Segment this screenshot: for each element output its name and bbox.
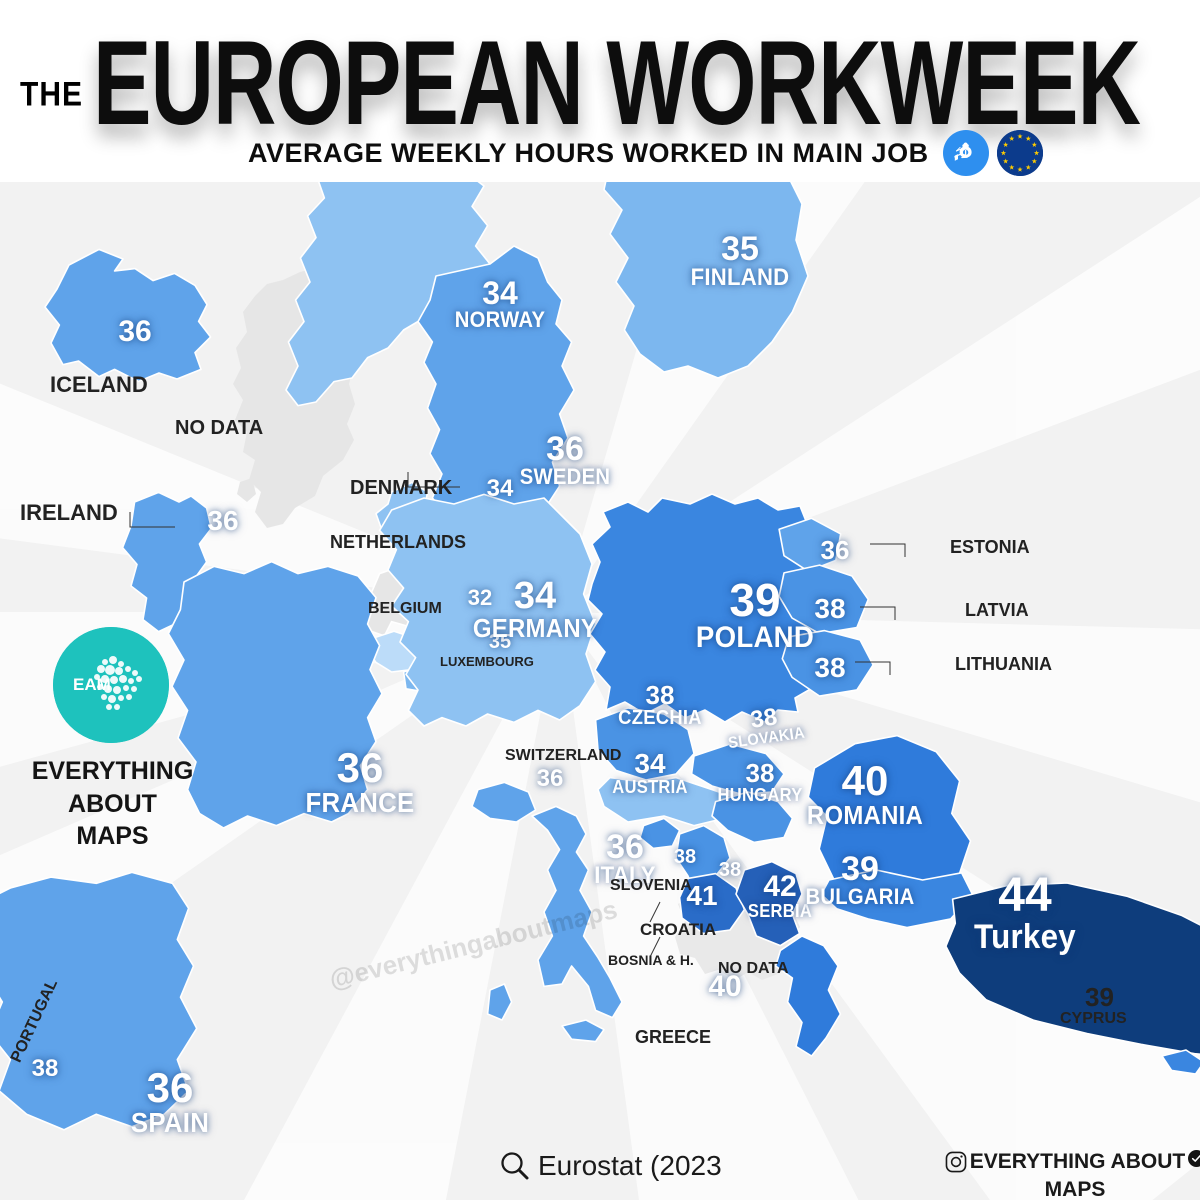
svg-text:EAM: EAM [73, 675, 111, 694]
